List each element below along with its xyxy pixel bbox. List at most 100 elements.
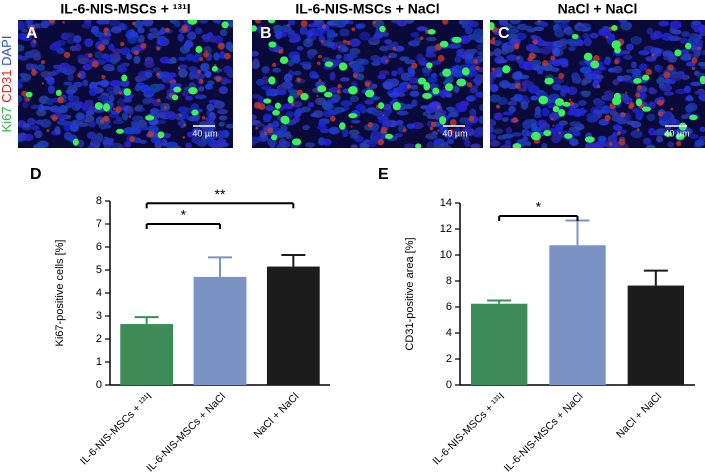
nucleus bbox=[552, 47, 560, 57]
nucleus bbox=[520, 100, 529, 110]
nucleus bbox=[46, 97, 54, 106]
nucleus bbox=[88, 87, 98, 96]
ki67-signal bbox=[317, 85, 327, 93]
ki67-signal bbox=[211, 65, 218, 72]
nucleus bbox=[498, 20, 509, 26]
nucleus bbox=[569, 138, 579, 146]
cd31-signal bbox=[177, 67, 181, 70]
nucleus bbox=[314, 20, 325, 25]
nucleus bbox=[87, 145, 95, 148]
nucleus bbox=[395, 119, 404, 126]
nucleus bbox=[200, 62, 210, 72]
cd31-signal bbox=[350, 125, 353, 128]
nucleus bbox=[159, 36, 167, 46]
nucleus bbox=[63, 32, 75, 39]
nucleus bbox=[646, 27, 654, 35]
nucleus bbox=[553, 20, 562, 24]
nucleus bbox=[400, 72, 411, 81]
cd31-signal bbox=[663, 71, 671, 79]
cd31-signal bbox=[617, 131, 621, 135]
nucleus bbox=[138, 34, 145, 42]
cd31-signal bbox=[593, 55, 600, 62]
nucleus bbox=[686, 95, 693, 101]
nucleus bbox=[133, 20, 144, 29]
nucleus bbox=[147, 125, 159, 132]
nucleus bbox=[551, 134, 562, 144]
cd31-signal bbox=[605, 35, 609, 39]
cd31-signal bbox=[224, 52, 231, 60]
cd31-signal bbox=[514, 82, 521, 89]
nucleus bbox=[316, 125, 328, 130]
nucleus bbox=[679, 37, 689, 44]
nucleus bbox=[37, 64, 45, 72]
micrograph-content bbox=[18, 20, 233, 148]
cd31-signal bbox=[199, 78, 204, 84]
nucleus bbox=[274, 130, 287, 139]
nucleus bbox=[350, 81, 358, 87]
ki67-signal bbox=[584, 136, 595, 143]
ki67-signal bbox=[280, 115, 290, 125]
nucleus bbox=[109, 52, 121, 59]
cd31-signal bbox=[516, 119, 519, 122]
nucleus bbox=[411, 121, 424, 130]
nucleus bbox=[508, 106, 517, 113]
stain-label: Ki67 bbox=[0, 106, 14, 132]
nucleus bbox=[178, 112, 189, 120]
nucleus bbox=[340, 100, 353, 107]
cd31-signal bbox=[156, 72, 161, 77]
ki67-signal bbox=[272, 109, 280, 116]
nucleus bbox=[272, 67, 282, 73]
nucleus bbox=[382, 103, 392, 111]
nucleus bbox=[476, 43, 483, 51]
nucleus bbox=[65, 89, 76, 95]
cd31-signal bbox=[134, 50, 139, 56]
cd31-signal bbox=[550, 117, 554, 121]
cd31-signal bbox=[164, 27, 170, 33]
ki67-signal bbox=[287, 95, 294, 104]
nucleus bbox=[33, 143, 44, 148]
nucleus bbox=[625, 43, 634, 51]
nucleus bbox=[215, 130, 226, 139]
nucleus bbox=[219, 51, 226, 60]
cd31-signal bbox=[316, 94, 319, 97]
cd31-signal bbox=[40, 60, 46, 65]
nucleus bbox=[348, 129, 360, 136]
nucleus bbox=[261, 66, 270, 74]
x-tick-label: IL-6-NIS-MSCs + NaCl bbox=[502, 391, 586, 474]
nucleus bbox=[425, 36, 437, 42]
cd31-signal bbox=[320, 40, 324, 43]
y-tick-label: 6 bbox=[446, 301, 452, 313]
ki67-signal bbox=[392, 101, 401, 111]
nucleus bbox=[426, 141, 434, 148]
nucleus bbox=[192, 127, 200, 135]
nucleus bbox=[469, 87, 479, 94]
nucleus bbox=[143, 60, 155, 68]
cd31-signal bbox=[267, 127, 274, 134]
cd31-signal bbox=[528, 52, 536, 60]
nucleus bbox=[422, 111, 432, 117]
nucleus bbox=[525, 43, 538, 52]
nucleus bbox=[227, 44, 233, 53]
nucleus bbox=[133, 55, 141, 64]
nucleus bbox=[621, 74, 632, 81]
nucleus bbox=[459, 117, 471, 124]
cd31-signal bbox=[199, 56, 204, 62]
nucleus bbox=[409, 84, 419, 90]
nucleus bbox=[547, 98, 558, 104]
nucleus bbox=[524, 25, 533, 31]
nucleus bbox=[201, 134, 210, 142]
nucleus bbox=[70, 95, 80, 103]
nucleus bbox=[456, 49, 463, 57]
scale-label: 40 µm bbox=[192, 128, 217, 138]
cd31-signal bbox=[352, 73, 358, 78]
nucleus bbox=[206, 138, 214, 146]
cd31-signal bbox=[287, 24, 290, 27]
nucleus bbox=[359, 31, 371, 41]
cd31-signal bbox=[467, 82, 473, 88]
nucleus bbox=[490, 133, 497, 141]
cd31-signal bbox=[568, 98, 572, 101]
cd31-signal bbox=[98, 44, 105, 51]
nucleus bbox=[540, 21, 549, 28]
nucleus bbox=[506, 126, 513, 135]
nucleus bbox=[77, 57, 90, 65]
